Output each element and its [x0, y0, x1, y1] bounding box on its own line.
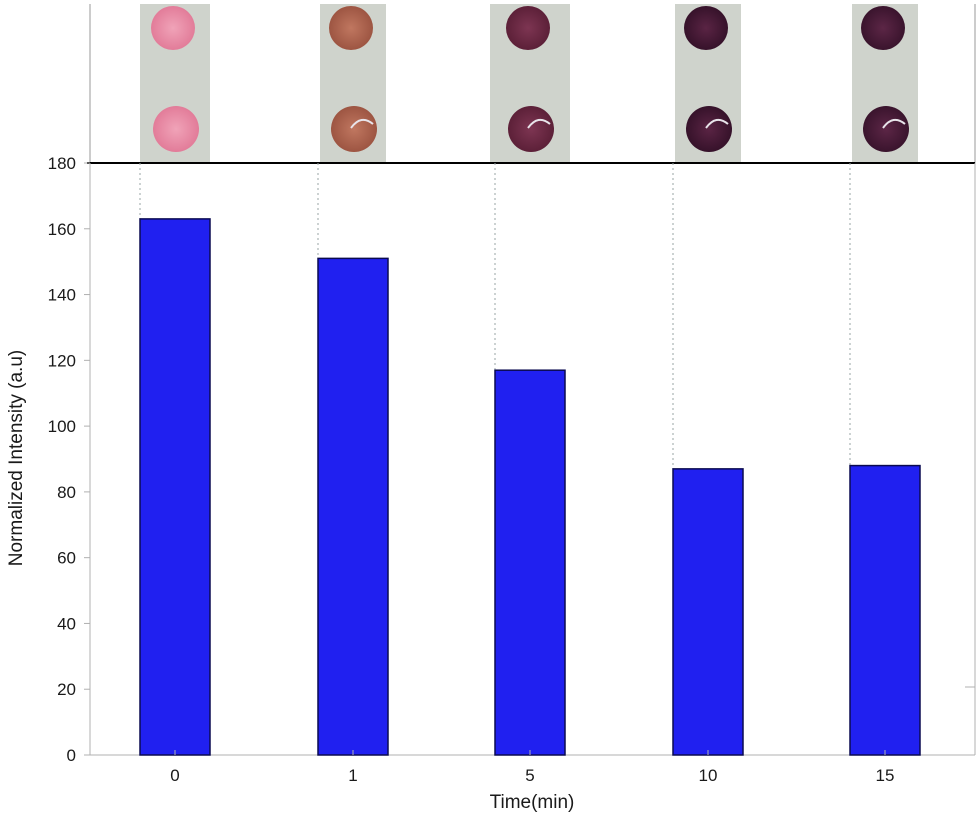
x-tick-label: 10	[699, 766, 718, 785]
spot-bottom	[686, 106, 732, 152]
spot-bottom	[153, 106, 199, 152]
spot-top	[151, 6, 195, 50]
x-tick-label: 5	[525, 766, 534, 785]
spot-top	[506, 6, 550, 50]
spot-photo-0	[140, 4, 210, 163]
bar-0	[139, 218, 211, 756]
spot-photo-5	[490, 4, 570, 163]
y-tick-label: 160	[48, 220, 76, 239]
spot-photo-1	[320, 4, 386, 163]
y-tick-label: 60	[57, 549, 76, 568]
spot-bottom	[508, 106, 554, 152]
y-axis-title: Normalized Intensity (a.u)	[6, 350, 27, 566]
spot-photo-10	[675, 4, 741, 163]
bar-15	[849, 464, 921, 756]
spot-top	[684, 6, 728, 50]
spot-glare	[350, 118, 374, 129]
spot-top	[861, 6, 905, 50]
spot-top	[329, 6, 373, 50]
x-tick-label: 0	[170, 766, 179, 785]
spot-bottom	[863, 106, 909, 152]
x-axis-title: Time(min)	[490, 792, 575, 813]
x-tick-label: 1	[348, 766, 357, 785]
y-tick-label: 140	[48, 286, 76, 305]
spot-bottom	[331, 106, 377, 152]
y-tick-label: 0	[67, 746, 76, 765]
spot-glare	[527, 118, 551, 129]
photo-panel	[89, 4, 976, 163]
y-tick-label: 180	[48, 154, 76, 173]
y-tick-label: 120	[48, 351, 76, 370]
y-tick-label: 80	[57, 483, 76, 502]
x-tick-label: 15	[876, 766, 895, 785]
bar-1	[317, 257, 389, 756]
y-tick-label: 20	[57, 680, 76, 699]
spot-glare	[882, 118, 906, 129]
bar-10	[672, 468, 744, 756]
bar-5	[494, 369, 566, 756]
spot-glare	[705, 118, 729, 129]
y-tick-label: 40	[57, 614, 76, 633]
spot-photo-15	[852, 4, 918, 163]
y-tick-label: 100	[48, 417, 76, 436]
